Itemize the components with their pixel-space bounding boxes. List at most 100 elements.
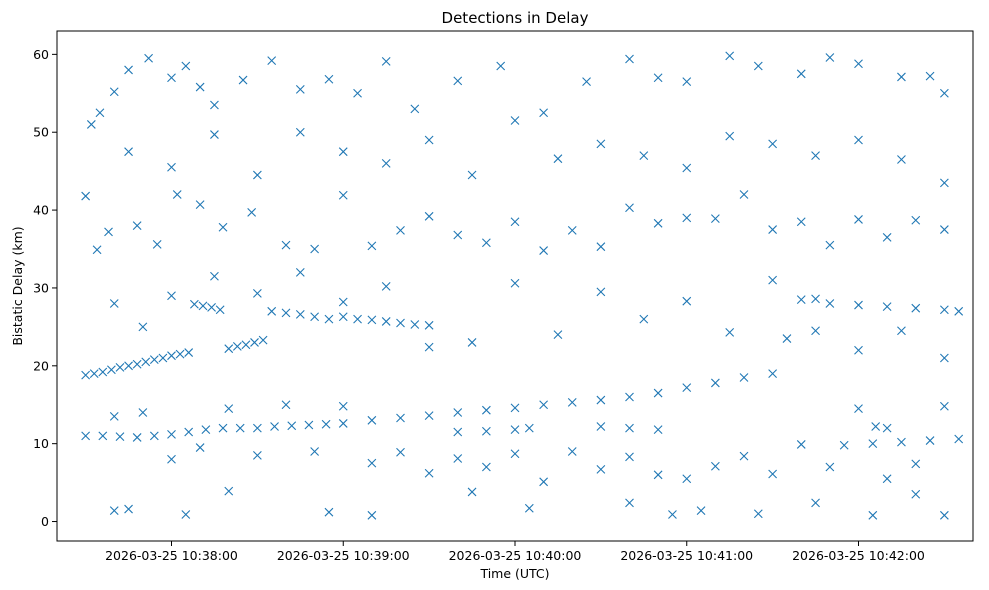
data-point bbox=[124, 65, 133, 75]
data-point bbox=[172, 190, 182, 199]
data-point bbox=[367, 415, 377, 425]
data-point bbox=[184, 427, 194, 437]
data-point bbox=[195, 443, 205, 452]
data-point bbox=[467, 338, 477, 347]
x-tick-label: 2026-03-25 10:40:00 bbox=[449, 548, 582, 563]
data-point bbox=[854, 59, 863, 69]
data-point bbox=[167, 429, 176, 439]
data-point bbox=[252, 289, 262, 298]
scatter-marks bbox=[81, 51, 964, 520]
data-point bbox=[287, 421, 297, 431]
data-point bbox=[825, 462, 835, 472]
data-point bbox=[897, 72, 906, 82]
data-point bbox=[367, 458, 377, 468]
data-point bbox=[410, 104, 420, 114]
data-point bbox=[281, 308, 291, 318]
data-point bbox=[825, 299, 835, 308]
data-point bbox=[668, 510, 677, 519]
data-point bbox=[954, 434, 964, 444]
data-point bbox=[124, 504, 133, 514]
data-point bbox=[639, 314, 649, 324]
data-point bbox=[825, 53, 835, 62]
x-tick-label: 2026-03-25 10:41:00 bbox=[620, 548, 753, 563]
data-point bbox=[132, 359, 142, 369]
data-point bbox=[218, 222, 228, 232]
data-point bbox=[567, 447, 577, 456]
y-tick-label: 50 bbox=[33, 125, 49, 140]
data-point bbox=[481, 462, 491, 472]
data-point bbox=[281, 400, 291, 410]
data-point bbox=[250, 338, 259, 347]
data-point bbox=[510, 425, 520, 435]
data-point bbox=[625, 54, 634, 64]
data-point bbox=[424, 411, 434, 421]
data-point bbox=[811, 294, 820, 304]
data-point bbox=[295, 127, 305, 137]
data-point bbox=[218, 423, 228, 433]
y-axis-label: Bistatic Delay (km) bbox=[10, 226, 25, 345]
data-point bbox=[258, 335, 268, 345]
data-point bbox=[625, 203, 634, 213]
data-point bbox=[467, 487, 477, 497]
data-point bbox=[653, 73, 663, 83]
data-point bbox=[653, 470, 663, 480]
data-point bbox=[768, 275, 778, 285]
data-point bbox=[210, 100, 219, 110]
data-point bbox=[897, 326, 906, 336]
data-point bbox=[939, 401, 949, 411]
data-point bbox=[796, 440, 806, 449]
data-point bbox=[338, 419, 348, 428]
data-point bbox=[338, 147, 348, 157]
data-point bbox=[92, 245, 102, 255]
data-point bbox=[710, 214, 720, 224]
data-point bbox=[768, 469, 778, 479]
data-point bbox=[811, 326, 820, 336]
data-point bbox=[739, 451, 749, 461]
data-point bbox=[854, 135, 863, 145]
data-point bbox=[467, 170, 477, 180]
data-point bbox=[167, 291, 176, 301]
data-point bbox=[367, 241, 377, 251]
data-point bbox=[338, 190, 348, 200]
data-point bbox=[682, 296, 692, 306]
data-point bbox=[353, 88, 362, 98]
data-point bbox=[582, 77, 591, 86]
data-point bbox=[753, 61, 763, 71]
data-point bbox=[539, 108, 549, 118]
data-point bbox=[939, 510, 949, 520]
y-tick-label: 10 bbox=[33, 436, 49, 451]
data-point bbox=[897, 437, 906, 447]
data-point bbox=[854, 404, 863, 414]
data-point bbox=[596, 464, 606, 474]
data-point bbox=[167, 162, 176, 172]
data-point bbox=[224, 404, 234, 414]
y-tick-label: 0 bbox=[41, 514, 49, 529]
data-point bbox=[210, 130, 219, 139]
data-point bbox=[224, 344, 234, 354]
data-point bbox=[854, 300, 863, 310]
data-point bbox=[796, 217, 806, 227]
data-point bbox=[381, 317, 391, 326]
data-point bbox=[106, 365, 116, 375]
data-point bbox=[124, 361, 133, 371]
data-point bbox=[167, 73, 176, 83]
data-point bbox=[281, 240, 291, 250]
data-point bbox=[911, 459, 921, 469]
data-point bbox=[235, 423, 245, 433]
data-point bbox=[882, 423, 892, 433]
data-point bbox=[481, 405, 491, 415]
data-point bbox=[109, 299, 119, 308]
data-point bbox=[232, 341, 242, 351]
data-point bbox=[181, 61, 191, 71]
data-point bbox=[138, 408, 148, 417]
data-point bbox=[224, 486, 234, 496]
data-point bbox=[98, 367, 108, 377]
data-point bbox=[453, 454, 463, 463]
data-point bbox=[524, 423, 534, 433]
data-point bbox=[882, 474, 892, 484]
data-point bbox=[925, 436, 935, 445]
data-point bbox=[86, 120, 96, 129]
data-point bbox=[338, 297, 348, 307]
data-point bbox=[167, 454, 176, 464]
